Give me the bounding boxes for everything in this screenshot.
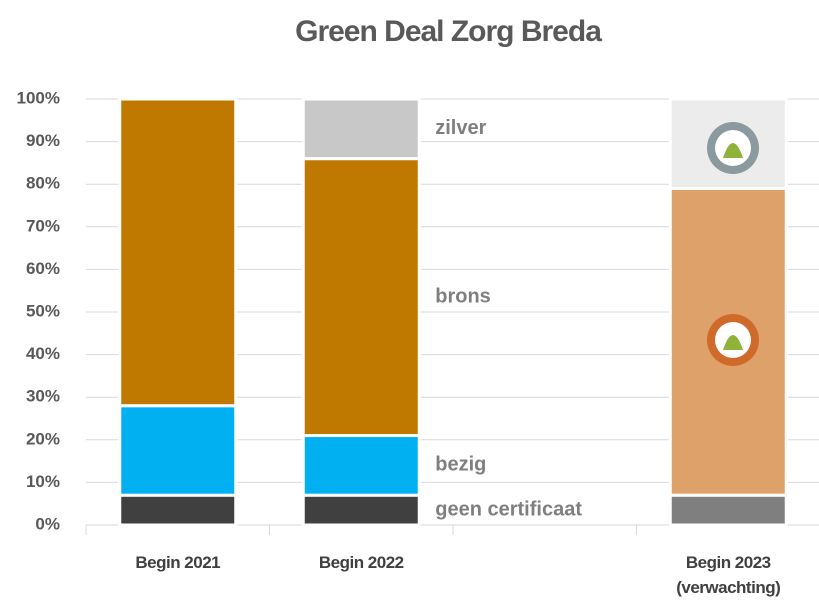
y-tick-label: 50% — [26, 301, 60, 320]
bar-segment — [118, 404, 238, 497]
y-tick-label: 90% — [26, 131, 60, 150]
y-tick-label: 40% — [26, 344, 60, 363]
y-tick-label: 20% — [26, 429, 60, 448]
y-tick-label: 60% — [26, 259, 60, 278]
certificate-icon-tree — [723, 335, 743, 350]
bar-segment — [668, 493, 788, 527]
y-tick-label: 30% — [26, 387, 60, 406]
legend-label: zilver — [435, 117, 486, 139]
legend-label: geen certificaat — [435, 498, 582, 520]
bar-segment — [118, 493, 238, 527]
y-tick-label: 70% — [26, 216, 60, 235]
bar-segment — [301, 157, 421, 438]
chart-title: Green Deal Zorg Breda — [295, 15, 602, 48]
legend-label: brons — [435, 285, 491, 307]
legend-label: bezig — [435, 454, 486, 476]
x-tick-label: Begin 2023 (verwachting) — [676, 553, 781, 597]
x-tick-label: Begin 2022 — [318, 553, 404, 572]
bar-segment — [301, 434, 421, 497]
bar-segment — [301, 493, 421, 527]
y-tick-label: 100% — [17, 88, 60, 107]
certificate-icon-tree — [723, 143, 743, 158]
y-tick-label: 80% — [26, 174, 60, 193]
y-tick-label: 10% — [26, 472, 60, 491]
x-tick-label: Begin 2021 — [135, 553, 221, 572]
y-tick-label: 0% — [35, 514, 60, 533]
bar-segment — [118, 97, 238, 408]
bar-segment — [301, 97, 421, 161]
